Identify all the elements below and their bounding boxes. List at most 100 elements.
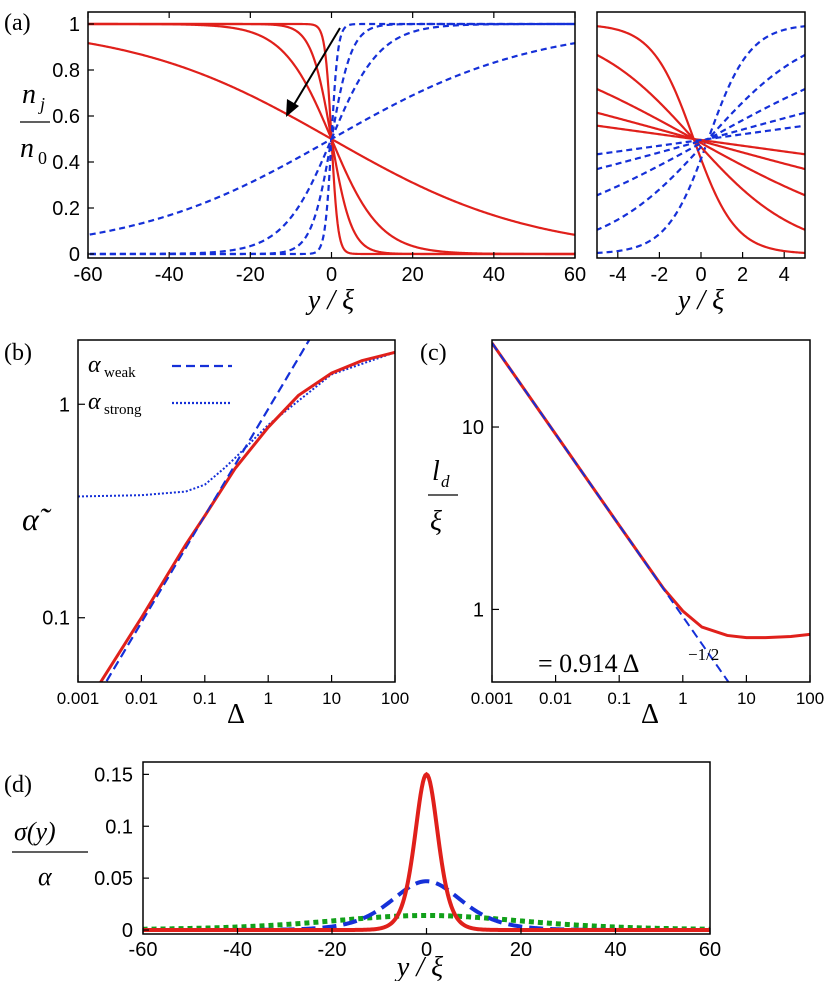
- y-tick-label: 0.4: [52, 152, 80, 174]
- plot-area: [143, 771, 710, 932]
- panel-label-c: (c): [420, 340, 447, 366]
- x-tick-label: 10: [737, 689, 756, 708]
- y-tick-label: 0.1: [42, 608, 70, 630]
- x-axis-label: y / ξ: [305, 285, 354, 316]
- x-tick-label: 0.01: [125, 689, 158, 708]
- x-axis-label: Δ: [227, 699, 245, 730]
- series-medium: [143, 879, 710, 932]
- x-tick-label: 60: [564, 264, 586, 286]
- series-alpha-weak-overlay: [105, 340, 311, 682]
- y-tick-label: 0: [69, 244, 80, 266]
- x-tick-label: 0: [695, 264, 706, 286]
- x-tick-label: -60: [74, 264, 103, 286]
- x-tick-label: -60: [129, 939, 158, 961]
- x-tick-label: -40: [223, 939, 252, 961]
- x-tick-label: 40: [483, 264, 505, 286]
- x-tick-label: 100: [796, 689, 824, 708]
- x-tick-label: -4: [609, 264, 627, 286]
- x-tick-label: 1: [263, 689, 272, 708]
- x-tick-label: -20: [318, 939, 347, 961]
- inset-series-dashed-1: [597, 53, 805, 231]
- x-axis-label: Δ: [641, 699, 659, 730]
- legend-label-0: α: [88, 352, 101, 378]
- x-tick-label: 4: [779, 264, 790, 286]
- y-axis-label: l dξ: [428, 456, 458, 537]
- y-label-numerator: l: [432, 456, 440, 487]
- panel-b-frame: [77, 339, 396, 683]
- y-label-numerator: σ(y): [14, 817, 56, 846]
- y-tick-label: 0: [122, 920, 133, 942]
- x-tick-label: 0: [421, 939, 432, 961]
- y-tick-label: 0.1: [105, 816, 133, 838]
- legend-label-sub-0: weak: [104, 365, 136, 381]
- annotation-formula: = 0.914 Δ: [538, 649, 639, 678]
- series-wide: [143, 912, 710, 932]
- y-tick-label: 1: [69, 14, 80, 36]
- y-tick-label: 1: [59, 394, 70, 416]
- x-tick-label: 100: [381, 689, 409, 708]
- series-alpha-strong: [78, 351, 395, 498]
- y-tick-label: 0.6: [52, 106, 80, 128]
- inset-series-dashed-2: [597, 87, 805, 197]
- x-tick-label: 0.001: [471, 689, 514, 708]
- x-tick-label: 0: [326, 264, 337, 286]
- series-numeric: [492, 342, 810, 640]
- y-tick-label: 1: [473, 599, 484, 621]
- y-tick-label: 0.8: [52, 60, 80, 82]
- x-tick-label: -2: [651, 264, 669, 286]
- y-tick-label: 0.2: [52, 198, 80, 220]
- y-axis-label: n jn 0: [20, 79, 50, 168]
- inset-series-solid-2: [597, 87, 805, 197]
- x-axis-label: y / ξ: [394, 952, 443, 981]
- inset-series-dashed-0: [597, 25, 805, 255]
- x-tick-label: 10: [322, 689, 341, 708]
- x-tick-label: 0.001: [57, 689, 100, 708]
- x-tick-label: 60: [699, 939, 721, 961]
- plot-area: [492, 342, 810, 682]
- y-label-numerator-sub: j: [38, 94, 45, 114]
- panel-d: -60 -40 -20 0 20 40 60 0 0.05 0.1 0.15 y / ξ σ(y) α: [12, 761, 721, 981]
- arrow-shaft: [291, 27, 341, 109]
- inset-series-dashed-4: [597, 124, 805, 156]
- plot-area: [88, 22, 575, 256]
- x-axis-label: y / ξ: [675, 285, 724, 316]
- plot-area: [597, 25, 805, 255]
- y-label-denominator: n: [20, 133, 34, 164]
- panel-c-frame: [491, 339, 811, 683]
- x-tick-label: 0.01: [539, 689, 572, 708]
- panel-a-inset-frame: [596, 11, 806, 259]
- panel-d-frame: [142, 761, 711, 935]
- plot-area: [78, 340, 395, 682]
- x-tick-label: 1: [678, 689, 687, 708]
- y-label-denominator-sub: 0: [38, 148, 47, 168]
- x-tick-label: 0.1: [607, 689, 631, 708]
- y-label-numerator: n: [22, 79, 36, 110]
- x-tick-label: 0.1: [193, 689, 217, 708]
- series-dashed-3: [88, 42, 575, 236]
- panel-label-d: (d): [4, 772, 32, 798]
- x-tick-label: 40: [604, 939, 626, 961]
- panel-a-inset: -4 -2 0 2 4 y / ξ: [596, 11, 806, 316]
- x-tick-label: 20: [510, 939, 532, 961]
- x-tick-label: 2: [737, 264, 748, 286]
- y-tick-label: 0.15: [94, 764, 133, 786]
- x-tick-label: 20: [402, 264, 424, 286]
- annotation-formula-exponent: −1/2: [688, 645, 719, 664]
- panel-label-a: (a): [4, 10, 31, 36]
- y-axis-label: σ(y) α: [12, 817, 88, 891]
- legend-label-sub-1: strong: [104, 402, 142, 418]
- y-tick-label: 10: [462, 417, 484, 439]
- panel-c: 0.001 0.01 0.1 1 10 100 1 10 Δl dξ = 0.914 Δ −1/2: [428, 339, 824, 730]
- y-label-denominator: α: [38, 862, 53, 891]
- y-label-denominator: ξ: [430, 506, 442, 537]
- x-tick-label: -40: [155, 264, 184, 286]
- y-axis-label: α̃: [22, 501, 52, 537]
- legend-label-1: α: [88, 389, 101, 415]
- panel-label-b: (b): [4, 340, 32, 366]
- arrow-head: [286, 99, 299, 117]
- series-numeric: [98, 350, 395, 682]
